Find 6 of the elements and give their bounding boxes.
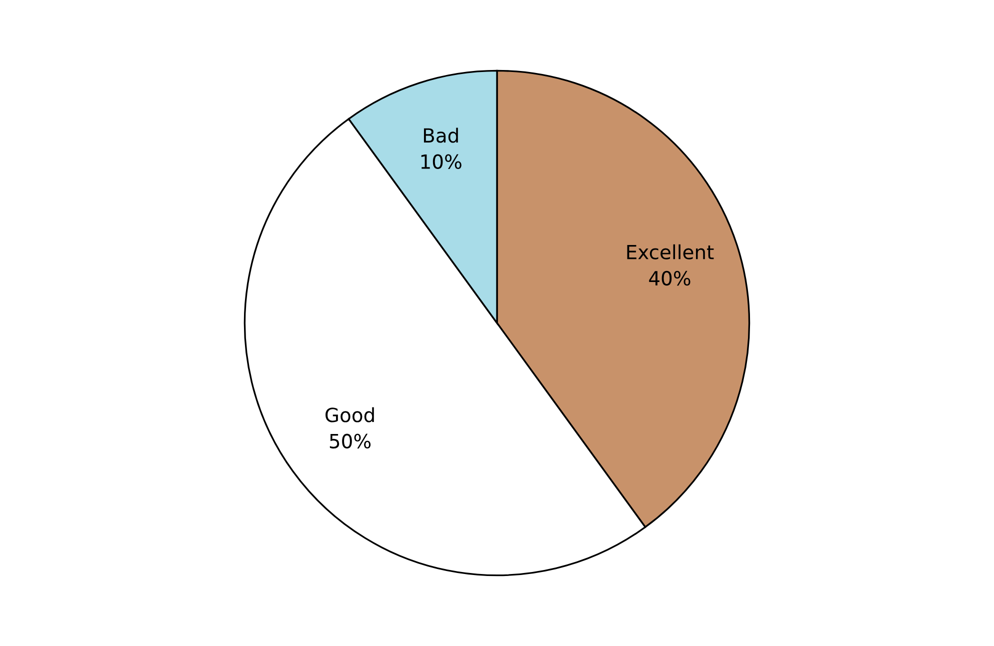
slice-label: Excellent bbox=[627, 244, 714, 260]
slice-label: Bad bbox=[424, 128, 458, 143]
data-label: 40% bbox=[649, 270, 690, 286]
slice-label: Good bbox=[326, 407, 374, 422]
data-label: 10% bbox=[421, 154, 462, 169]
data-label: 50% bbox=[330, 434, 371, 449]
